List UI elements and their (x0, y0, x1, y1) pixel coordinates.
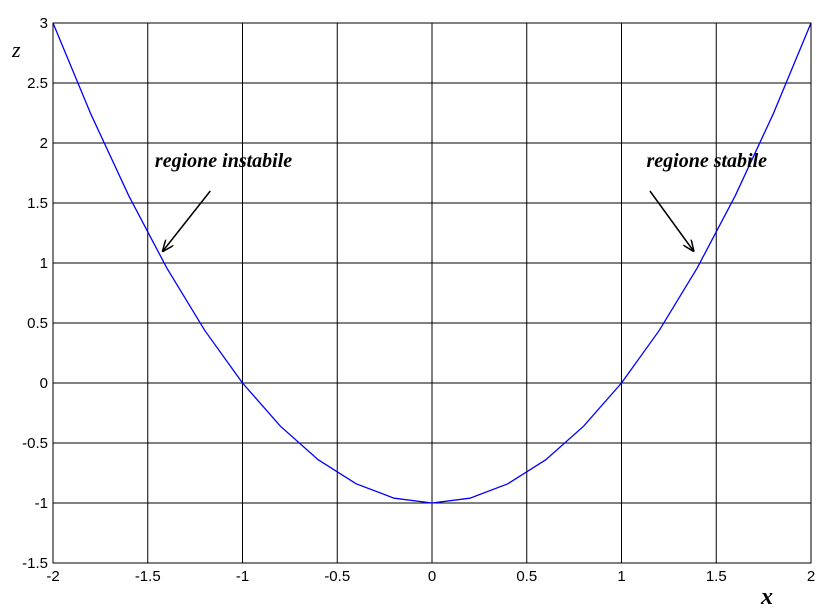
x-tick-label: 1 (617, 568, 625, 585)
x-tick-label: 0.5 (516, 568, 537, 585)
y-tick-label: 0.5 (27, 315, 48, 332)
annotation-arrow (649, 190, 694, 251)
y-tick-label: -0.5 (22, 435, 48, 452)
series-line (52, 22, 812, 504)
y-tick-label: 3 (40, 15, 48, 32)
x-tick-label: -1.5 (135, 568, 161, 585)
y-axis-label: z (11, 37, 21, 62)
annotation-arrow (163, 190, 211, 251)
x-tick-label: -1 (236, 568, 249, 585)
y-tick-label: 1 (40, 255, 48, 272)
ticks: -2 -1.5 -1 -0.5 0 0.5 1 1.5 2-1.5-1-0.500.511.52… (22, 15, 815, 585)
annotations: regione instabile regione stabile (155, 150, 767, 251)
y-tick-label: 1.5 (27, 195, 48, 212)
x-tick-label: 2 (807, 568, 815, 585)
plot-frame (52, 22, 812, 564)
annotation-label: regione stabile (647, 150, 768, 172)
annotation-label: regione instabile (155, 150, 292, 172)
x-tick-label: -0.5 (324, 568, 350, 585)
y-tick-label: -1.5 (22, 555, 48, 572)
x-tick-label: -2 (46, 568, 59, 585)
x-tick-label: 0 (428, 568, 436, 585)
x-tick-label: 1.5 (706, 568, 727, 585)
y-tick-label: -1 (35, 495, 48, 512)
y-tick-label: 2 (40, 135, 48, 152)
series-layer (52, 22, 812, 504)
y-tick-label: 0 (40, 375, 48, 392)
x-axis-label: x (760, 584, 773, 608)
y-tick-label: 2.5 (27, 75, 48, 92)
grid (52, 22, 812, 564)
